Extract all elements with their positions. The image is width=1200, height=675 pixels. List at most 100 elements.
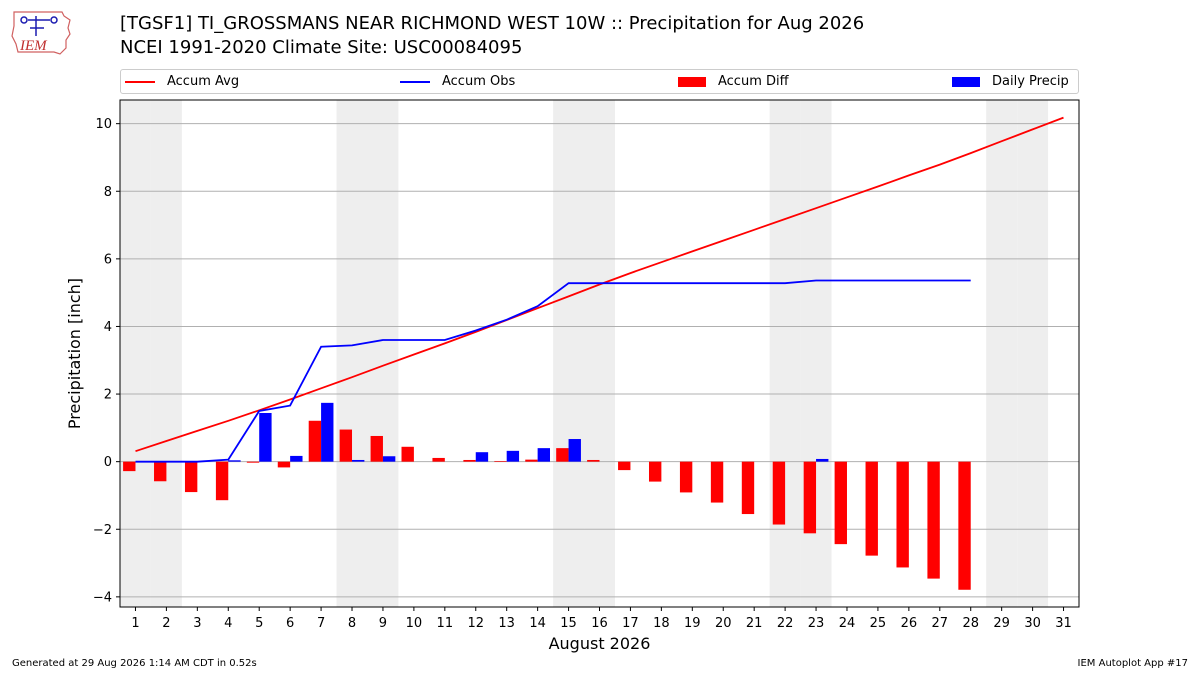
bar-accum-diff-day-11 (432, 457, 445, 462)
y-tick-label--4: −4 (93, 590, 112, 605)
x-tick-label-22: 22 (777, 616, 794, 631)
x-tick-label-14: 14 (529, 616, 546, 631)
weekend-shading (120, 100, 1049, 607)
x-tick-label-8: 8 (348, 616, 356, 631)
bar-accum-diff-day-6 (277, 461, 291, 468)
x-tick-label-18: 18 (653, 616, 670, 631)
bar-accum-diff-day-17 (618, 461, 631, 471)
legend-label-accum-obs: Accum Obs (442, 74, 516, 89)
weekend-band-8 (336, 100, 368, 607)
gridlines (120, 123, 1079, 598)
bar-accum-diff-day-14 (525, 459, 538, 462)
legend-swatch-accum-obs (400, 80, 430, 83)
x-tick-label-9: 9 (379, 616, 387, 631)
y-tick-label-4: 4 (104, 320, 112, 335)
bar-accum-diff-day-2 (154, 461, 167, 482)
chart-title: [TGSF1] TI_GROSSMANS NEAR RICHMOND WEST … (120, 13, 865, 34)
app-credit: IEM Autoplot App #17 (1077, 658, 1188, 669)
y-tick-label--2: −2 (93, 523, 112, 538)
bar-accum-diff-day-18 (648, 461, 662, 482)
legend-swatch-daily-precip (952, 76, 980, 87)
x-tick-label-7: 7 (317, 616, 325, 631)
x-tick-label-2: 2 (162, 616, 170, 631)
x-tick-label-1: 1 (131, 616, 139, 631)
weekend-band-1 (120, 100, 151, 607)
bar-accum-diff-day-15 (556, 448, 569, 462)
bar-daily-precip-day-9 (382, 456, 396, 462)
bar-accum-diff-day-19 (679, 461, 693, 493)
legend-swatch-accum-avg (125, 80, 155, 83)
chart-legend: Accum Avg Accum Obs Accum Diff Daily Pre… (120, 69, 1079, 94)
weekend-band-30 (1017, 100, 1049, 607)
legend-swatch-accum-diff (678, 76, 706, 87)
x-tick-label-21: 21 (746, 616, 763, 631)
bar-daily-precip-day-5 (259, 412, 272, 462)
bar-accum-diff-day-8 (339, 429, 353, 462)
bar-daily-precip-day-6 (290, 455, 303, 462)
weekend-band-2 (150, 100, 182, 607)
bar-daily-precip-day-4 (228, 460, 241, 462)
x-axis-label: August 2026 (549, 634, 651, 653)
bar-daily-precip-day-12 (475, 452, 489, 462)
x-tick-label-17: 17 (622, 616, 639, 631)
legend-label-daily-precip: Daily Precip (992, 74, 1069, 89)
weekend-band-16 (584, 100, 615, 607)
y-tick-label-10: 10 (95, 117, 112, 132)
x-tick-label-27: 27 (932, 616, 949, 631)
x-tick-label-4: 4 (224, 616, 232, 631)
line-accum-avg (135, 116, 1064, 453)
bar-daily-precip-day-15 (568, 439, 581, 462)
weekend-band-29 (986, 100, 1018, 607)
bar-accum-diff-day-4 (215, 461, 229, 501)
x-tick-label-13: 13 (498, 616, 515, 631)
bar-accum-diff-day-9 (370, 435, 383, 462)
bar-accum-diff-day-28 (958, 461, 971, 590)
bar-daily-precip-day-8 (352, 459, 365, 462)
x-tick-label-3: 3 (193, 616, 201, 631)
bar-accum-diff-day-22 (772, 461, 786, 525)
legend-item-daily-precip: Daily Precip (952, 70, 1069, 93)
bar-accum-diff-day-3 (184, 461, 198, 493)
logo-text: IEM (19, 38, 48, 54)
weekend-band-9 (367, 100, 399, 607)
y-tick-label-2: 2 (104, 388, 112, 403)
x-tick-label-16: 16 (591, 616, 608, 631)
legend-item-accum-obs: Accum Obs (400, 70, 515, 93)
y-tick-label-6: 6 (104, 252, 112, 267)
bar-accum-diff-day-5 (246, 461, 260, 463)
legend-label-accum-diff: Accum Diff (718, 74, 789, 89)
bar-accum-diff-day-1 (123, 461, 136, 472)
x-tick-label-24: 24 (839, 616, 856, 631)
bar-accum-diff-day-25 (865, 461, 878, 556)
chart-subtitle: NCEI 1991-2020 Climate Site: USC00084095 (120, 37, 523, 58)
bar-accum-diff-day-12 (463, 459, 476, 462)
weather-station-icon (20, 16, 58, 36)
x-tick-label-26: 26 (901, 616, 918, 631)
bar-accum-diff-day-13 (494, 460, 507, 462)
bar-accum-diff-day-24 (834, 461, 847, 545)
x-tick-label-12: 12 (467, 616, 484, 631)
x-tick-label-28: 28 (962, 616, 979, 631)
iem-logo: IEM (11, 11, 71, 55)
x-tick-label-15: 15 (560, 616, 577, 631)
x-tick-label-30: 30 (1024, 616, 1041, 631)
x-tick-label-29: 29 (993, 616, 1010, 631)
x-tick-label-23: 23 (808, 616, 825, 631)
bar-accum-diff-day-21 (741, 461, 755, 515)
x-tick-label-25: 25 (870, 616, 887, 631)
x-tick-label-19: 19 (684, 616, 701, 631)
legend-label-accum-avg: Accum Avg (167, 74, 240, 89)
weekend-band-15 (553, 100, 585, 607)
bar-accum-diff-day-23 (803, 461, 817, 534)
bar-accum-diff-day-27 (927, 461, 940, 579)
x-tick-label-6: 6 (286, 616, 294, 631)
y-tick-label-0: 0 (104, 455, 112, 470)
y-axis-label: Precipitation [inch] (65, 278, 84, 429)
bar-daily-precip-day-14 (537, 448, 551, 462)
generated-timestamp: Generated at 29 Aug 2026 1:14 AM CDT in … (12, 658, 257, 669)
bar-daily-precip-day-7 (321, 402, 334, 462)
bar-accum-diff-day-16 (587, 459, 600, 462)
bar-daily-precip-day-23 (816, 458, 829, 462)
x-tick-label-20: 20 (715, 616, 732, 631)
